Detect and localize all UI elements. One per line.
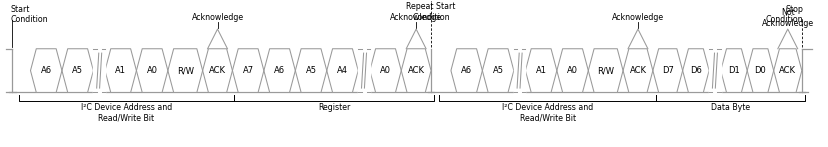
Text: I²C Device Address and
Read/Write Bit: I²C Device Address and Read/Write Bit — [81, 103, 172, 122]
Text: ACK: ACK — [407, 66, 424, 75]
Text: A4: A4 — [337, 66, 348, 75]
Text: A0: A0 — [379, 66, 391, 75]
Polygon shape — [720, 49, 746, 92]
Text: R/W: R/W — [596, 66, 614, 75]
Text: ACK: ACK — [628, 66, 646, 75]
Text: D6: D6 — [689, 66, 701, 75]
Polygon shape — [556, 49, 588, 92]
Text: ACK: ACK — [778, 66, 795, 75]
Text: Acknowledge: Acknowledge — [390, 13, 441, 22]
Polygon shape — [232, 49, 263, 92]
Polygon shape — [623, 49, 652, 92]
Polygon shape — [369, 49, 401, 92]
Polygon shape — [401, 49, 431, 92]
Polygon shape — [295, 49, 326, 92]
Text: D1: D1 — [727, 66, 739, 75]
Text: A0: A0 — [566, 66, 577, 75]
Text: A6: A6 — [460, 66, 472, 75]
Text: I²C Device Address and
Read/Write Bit: I²C Device Address and Read/Write Bit — [502, 103, 593, 122]
Polygon shape — [167, 49, 202, 92]
Polygon shape — [681, 49, 708, 92]
Text: A7: A7 — [243, 66, 253, 75]
Text: A5: A5 — [492, 66, 503, 75]
Text: ACK: ACK — [209, 66, 226, 75]
Text: D0: D0 — [753, 66, 765, 75]
Text: Acknowledge: Acknowledge — [611, 13, 663, 22]
Text: Not
Acknowledge: Not Acknowledge — [761, 8, 813, 28]
Text: A6: A6 — [41, 66, 51, 75]
Polygon shape — [31, 49, 62, 92]
Polygon shape — [588, 49, 623, 92]
Text: D7: D7 — [661, 66, 673, 75]
Text: A5: A5 — [306, 66, 316, 75]
Polygon shape — [525, 49, 556, 92]
Polygon shape — [62, 49, 94, 92]
Polygon shape — [105, 49, 137, 92]
Polygon shape — [202, 49, 232, 92]
Polygon shape — [773, 49, 801, 92]
Polygon shape — [450, 49, 482, 92]
Text: A1: A1 — [535, 66, 546, 75]
Polygon shape — [652, 49, 681, 92]
Text: Register: Register — [318, 103, 350, 112]
Polygon shape — [746, 49, 773, 92]
Text: A6: A6 — [274, 66, 285, 75]
Text: Repeat Start
Condition: Repeat Start Condition — [406, 2, 455, 22]
Text: A0: A0 — [147, 66, 157, 75]
Polygon shape — [326, 49, 358, 92]
Polygon shape — [482, 49, 513, 92]
Text: Acknowledge: Acknowledge — [191, 13, 243, 22]
Text: Data Byte: Data Byte — [710, 103, 749, 112]
Polygon shape — [137, 49, 167, 92]
Text: A5: A5 — [72, 66, 83, 75]
Polygon shape — [263, 49, 295, 92]
Text: Stop
Condition: Stop Condition — [765, 5, 802, 24]
Text: Start
Condition: Start Condition — [11, 5, 48, 24]
Text: A1: A1 — [115, 66, 126, 75]
Text: R/W: R/W — [176, 66, 194, 75]
